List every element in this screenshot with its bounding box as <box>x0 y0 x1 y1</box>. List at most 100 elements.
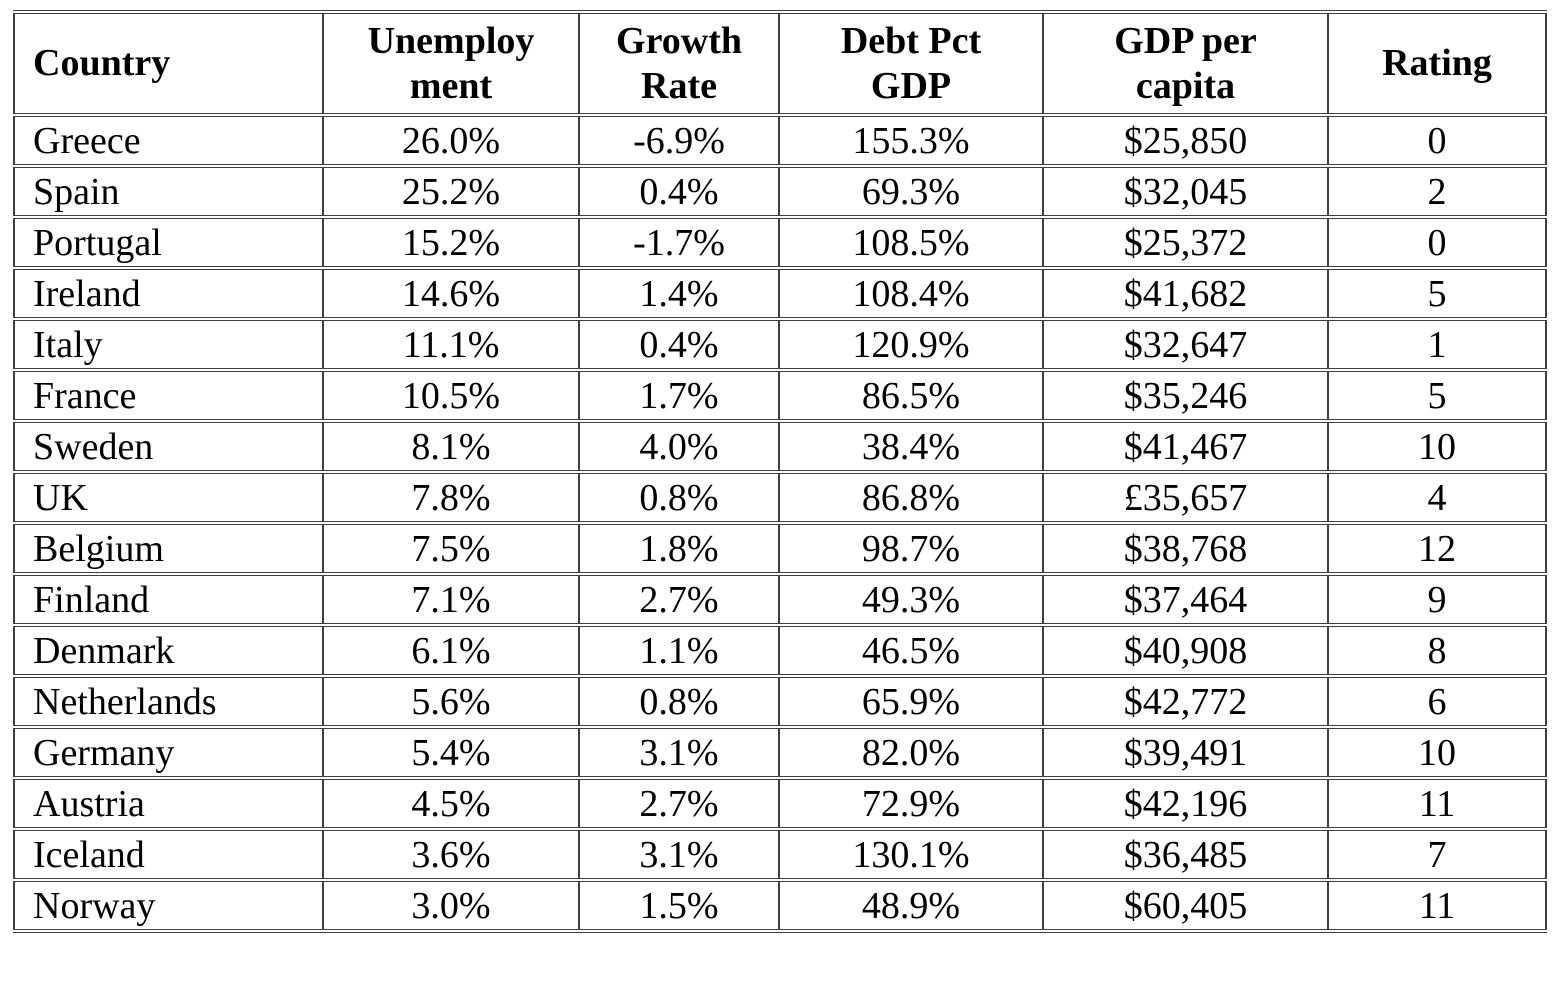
gdp-per-capita-cell: $40,908 <box>1042 623 1329 678</box>
unemployment-cell: 11.1% <box>322 317 580 372</box>
debt-pct-gdp-cell: 46.5% <box>778 623 1044 678</box>
column-header-country: Country <box>13 10 324 117</box>
rating-cell: 2 <box>1327 164 1547 219</box>
gdp-per-capita-cell: $38,768 <box>1042 521 1329 576</box>
growth-rate-cell: 3.1% <box>578 725 780 780</box>
debt-pct-gdp-cell: 130.1% <box>778 827 1044 882</box>
rating-cell: 1 <box>1327 317 1547 372</box>
table-row: Iceland 3.6% 3.1% 130.1% $36,485 7 <box>13 827 1547 882</box>
table-row: Belgium 7.5% 1.8% 98.7% $38,768 12 <box>13 521 1547 576</box>
table-row: Austria 4.5% 2.7% 72.9% $42,196 11 <box>13 776 1547 831</box>
debt-pct-gdp-cell: 98.7% <box>778 521 1044 576</box>
gdp-per-capita-cell: $42,772 <box>1042 674 1329 729</box>
unemployment-cell: 3.6% <box>322 827 580 882</box>
unemployment-cell: 6.1% <box>322 623 580 678</box>
rating-cell: 8 <box>1327 623 1547 678</box>
country-cell: Denmark <box>13 623 324 678</box>
table-row: Finland 7.1% 2.7% 49.3% $37,464 9 <box>13 572 1547 627</box>
rating-cell: 10 <box>1327 725 1547 780</box>
rating-cell: 5 <box>1327 368 1547 423</box>
country-cell: UK <box>13 470 324 525</box>
debt-pct-gdp-cell: 120.9% <box>778 317 1044 372</box>
debt-pct-gdp-cell: 82.0% <box>778 725 1044 780</box>
table-row: Netherlands 5.6% 0.8% 65.9% $42,772 6 <box>13 674 1547 729</box>
country-cell: Greece <box>13 113 324 168</box>
country-cell: Netherlands <box>13 674 324 729</box>
table-row: Greece 26.0% -6.9% 155.3% $25,850 0 <box>13 113 1547 168</box>
country-cell: Norway <box>13 878 324 933</box>
unemployment-cell: 8.1% <box>322 419 580 474</box>
growth-rate-cell: 2.7% <box>578 572 780 627</box>
header-row: Country Unemploy ment Growth Rate Debt P… <box>13 10 1547 117</box>
growth-rate-cell: 0.8% <box>578 470 780 525</box>
rating-cell: 11 <box>1327 878 1547 933</box>
country-cell: Germany <box>13 725 324 780</box>
unemployment-cell: 7.5% <box>322 521 580 576</box>
debt-pct-gdp-cell: 49.3% <box>778 572 1044 627</box>
column-header-rating: Rating <box>1327 10 1547 117</box>
unemployment-cell: 7.1% <box>322 572 580 627</box>
growth-rate-cell: 4.0% <box>578 419 780 474</box>
country-cell: Finland <box>13 572 324 627</box>
debt-pct-gdp-cell: 86.5% <box>778 368 1044 423</box>
rating-cell: 0 <box>1327 113 1547 168</box>
country-cell: Sweden <box>13 419 324 474</box>
growth-rate-cell: 3.1% <box>578 827 780 882</box>
unemployment-cell: 5.6% <box>322 674 580 729</box>
table-row: Denmark 6.1% 1.1% 46.5% $40,908 8 <box>13 623 1547 678</box>
growth-rate-cell: 0.8% <box>578 674 780 729</box>
gdp-per-capita-cell: £35,657 <box>1042 470 1329 525</box>
table-row: Spain 25.2% 0.4% 69.3% $32,045 2 <box>13 164 1547 219</box>
growth-rate-cell: 2.7% <box>578 776 780 831</box>
growth-rate-cell: -6.9% <box>578 113 780 168</box>
growth-rate-cell: 1.4% <box>578 266 780 321</box>
table-container: Country Unemploy ment Growth Rate Debt P… <box>13 10 1547 933</box>
gdp-per-capita-cell: $25,372 <box>1042 215 1329 270</box>
column-header-growth-rate: Growth Rate <box>578 10 780 117</box>
growth-rate-cell: 0.4% <box>578 164 780 219</box>
country-cell: Belgium <box>13 521 324 576</box>
rating-cell: 4 <box>1327 470 1547 525</box>
debt-pct-gdp-cell: 69.3% <box>778 164 1044 219</box>
country-cell: France <box>13 368 324 423</box>
country-cell: Portugal <box>13 215 324 270</box>
debt-pct-gdp-cell: 72.9% <box>778 776 1044 831</box>
debt-pct-gdp-cell: 65.9% <box>778 674 1044 729</box>
debt-pct-gdp-cell: 38.4% <box>778 419 1044 474</box>
table-row: Italy 11.1% 0.4% 120.9% $32,647 1 <box>13 317 1547 372</box>
rating-cell: 5 <box>1327 266 1547 321</box>
growth-rate-cell: 0.4% <box>578 317 780 372</box>
column-header-debt-pct-gdp: Debt Pct GDP <box>778 10 1044 117</box>
growth-rate-cell: 1.7% <box>578 368 780 423</box>
unemployment-cell: 25.2% <box>322 164 580 219</box>
unemployment-cell: 15.2% <box>322 215 580 270</box>
debt-pct-gdp-cell: 108.4% <box>778 266 1044 321</box>
rating-cell: 7 <box>1327 827 1547 882</box>
gdp-per-capita-cell: $32,045 <box>1042 164 1329 219</box>
debt-pct-gdp-cell: 86.8% <box>778 470 1044 525</box>
unemployment-cell: 14.6% <box>322 266 580 321</box>
country-cell: Austria <box>13 776 324 831</box>
gdp-per-capita-cell: $32,647 <box>1042 317 1329 372</box>
gdp-per-capita-cell: $42,196 <box>1042 776 1329 831</box>
gdp-per-capita-cell: $25,850 <box>1042 113 1329 168</box>
unemployment-cell: 5.4% <box>322 725 580 780</box>
gdp-per-capita-cell: $37,464 <box>1042 572 1329 627</box>
debt-pct-gdp-cell: 108.5% <box>778 215 1044 270</box>
gdp-per-capita-cell: $39,491 <box>1042 725 1329 780</box>
table-row: France 10.5% 1.7% 86.5% $35,246 5 <box>13 368 1547 423</box>
country-cell: Ireland <box>13 266 324 321</box>
gdp-per-capita-cell: $60,405 <box>1042 878 1329 933</box>
unemployment-cell: 3.0% <box>322 878 580 933</box>
table-row: Germany 5.4% 3.1% 82.0% $39,491 10 <box>13 725 1547 780</box>
unemployment-cell: 7.8% <box>322 470 580 525</box>
growth-rate-cell: 1.1% <box>578 623 780 678</box>
gdp-per-capita-cell: $36,485 <box>1042 827 1329 882</box>
table-row: Norway 3.0% 1.5% 48.9% $60,405 11 <box>13 878 1547 933</box>
unemployment-cell: 26.0% <box>322 113 580 168</box>
country-cell: Italy <box>13 317 324 372</box>
growth-rate-cell: 1.5% <box>578 878 780 933</box>
table-body: Greece 26.0% -6.9% 155.3% $25,850 0 Spai… <box>13 113 1547 933</box>
rating-cell: 0 <box>1327 215 1547 270</box>
rating-cell: 6 <box>1327 674 1547 729</box>
